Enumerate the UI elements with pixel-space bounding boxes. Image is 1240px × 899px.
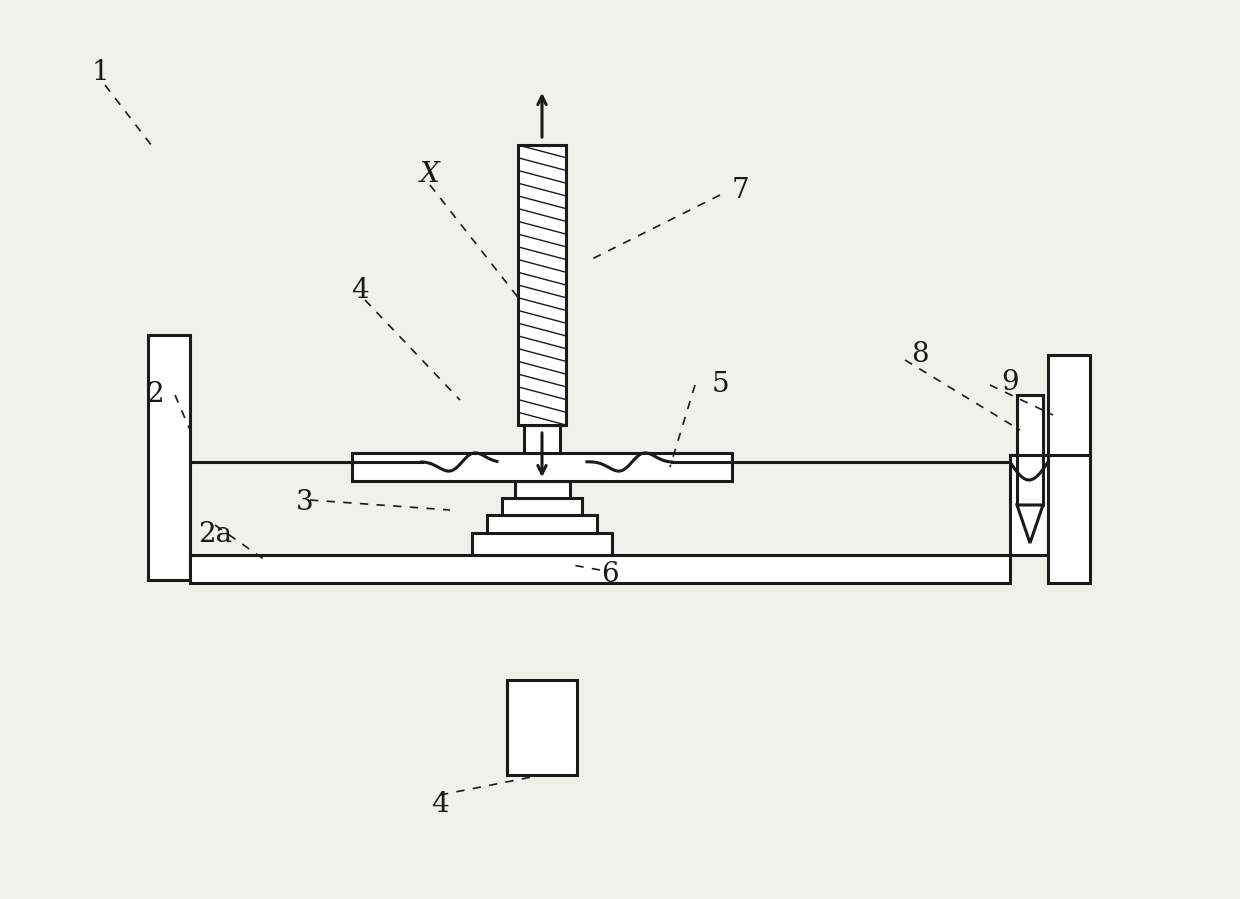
Text: 6: 6: [601, 562, 619, 589]
Polygon shape: [1017, 505, 1043, 543]
Bar: [190, 555, 1011, 583]
Bar: [472, 533, 613, 555]
Bar: [502, 498, 582, 515]
Text: 5: 5: [712, 371, 729, 398]
Bar: [487, 515, 596, 533]
Bar: [352, 453, 732, 481]
Text: 4: 4: [432, 791, 449, 818]
Bar: [1011, 455, 1048, 555]
Text: X: X: [420, 162, 440, 189]
Text: 3: 3: [296, 489, 314, 517]
Bar: [518, 145, 565, 425]
Bar: [1017, 395, 1043, 505]
Bar: [1048, 355, 1090, 583]
Text: 1: 1: [91, 58, 109, 85]
Text: 8: 8: [911, 342, 929, 369]
Bar: [525, 425, 560, 453]
Bar: [507, 680, 577, 775]
Text: 9: 9: [1001, 369, 1019, 396]
Bar: [515, 481, 570, 498]
Bar: [148, 335, 190, 580]
Text: 2: 2: [146, 381, 164, 408]
Text: 4: 4: [351, 277, 368, 304]
Text: 2a: 2a: [198, 521, 232, 548]
Text: 7: 7: [732, 176, 749, 203]
